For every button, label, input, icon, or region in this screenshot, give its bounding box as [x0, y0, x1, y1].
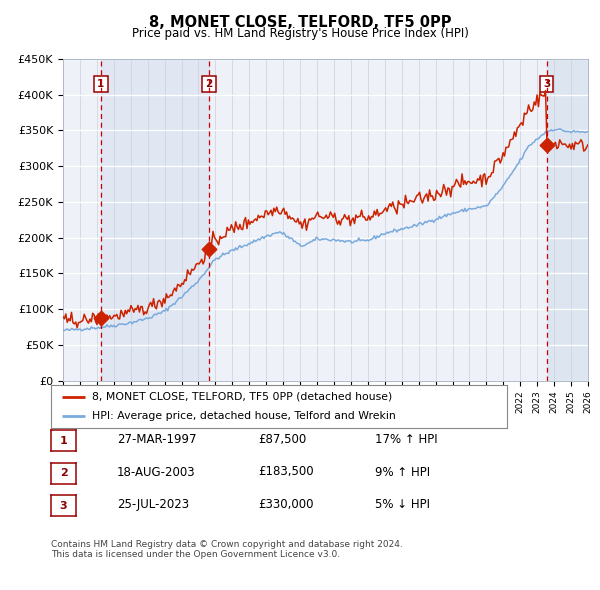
Text: 3: 3	[543, 79, 550, 89]
Text: 8, MONET CLOSE, TELFORD, TF5 0PP (detached house): 8, MONET CLOSE, TELFORD, TF5 0PP (detach…	[92, 392, 392, 402]
Text: £87,500: £87,500	[258, 433, 306, 446]
Text: 5% ↓ HPI: 5% ↓ HPI	[375, 498, 430, 511]
Point	[205, 245, 214, 254]
Point	[542, 140, 551, 149]
Text: Contains HM Land Registry data © Crown copyright and database right 2024.
This d: Contains HM Land Registry data © Crown c…	[51, 540, 403, 559]
Text: £330,000: £330,000	[258, 498, 314, 511]
Text: 2: 2	[206, 79, 213, 89]
Text: 25-JUL-2023: 25-JUL-2023	[117, 498, 189, 511]
Text: £183,500: £183,500	[258, 466, 314, 478]
Text: 9% ↑ HPI: 9% ↑ HPI	[375, 466, 430, 478]
Text: HPI: Average price, detached house, Telford and Wrekin: HPI: Average price, detached house, Telf…	[92, 411, 396, 421]
Text: 27-MAR-1997: 27-MAR-1997	[117, 433, 197, 446]
Text: 1: 1	[97, 79, 104, 89]
Text: 18-AUG-2003: 18-AUG-2003	[117, 466, 196, 478]
Point	[96, 313, 106, 323]
Text: 3: 3	[60, 501, 67, 510]
Text: 2: 2	[60, 468, 67, 478]
Text: 17% ↑ HPI: 17% ↑ HPI	[375, 433, 437, 446]
Text: 1: 1	[60, 436, 67, 445]
Text: Price paid vs. HM Land Registry's House Price Index (HPI): Price paid vs. HM Land Registry's House …	[131, 27, 469, 40]
Bar	[547, 59, 588, 381]
Text: 8, MONET CLOSE, TELFORD, TF5 0PP: 8, MONET CLOSE, TELFORD, TF5 0PP	[149, 15, 451, 30]
Bar	[101, 59, 209, 381]
